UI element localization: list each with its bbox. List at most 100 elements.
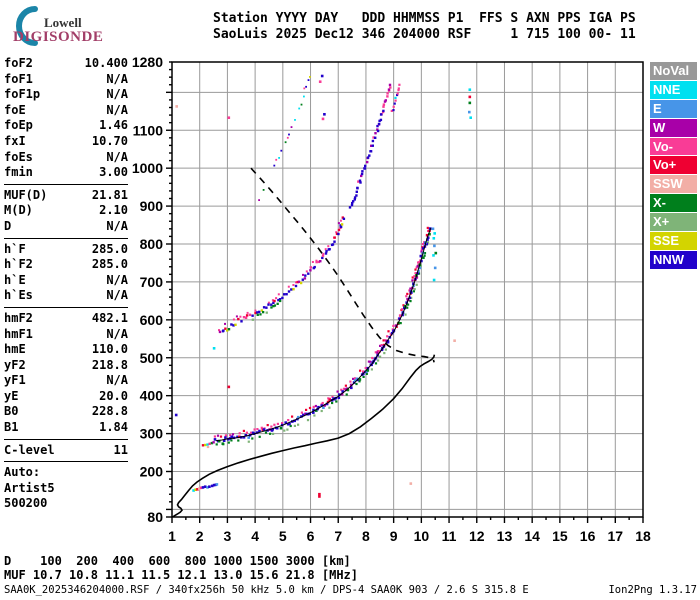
param-value: N/A bbox=[106, 102, 128, 117]
legend-item-E: E bbox=[650, 99, 697, 118]
param-row: foF2 10.400 bbox=[4, 56, 128, 72]
param-value: N/A bbox=[106, 87, 128, 102]
param-row: M(D) 2.10 bbox=[4, 203, 128, 219]
legend-item-Vo-: Vo- bbox=[650, 137, 697, 156]
param-label: B1 bbox=[4, 420, 19, 435]
param-section: h`F 285.0 h`F2 285.0 h`E N/A h`Es N/A bbox=[4, 237, 128, 304]
param-row: Artist5 bbox=[4, 481, 128, 497]
logo-text-lowell: Lowell bbox=[44, 15, 82, 30]
param-value: 3.00 bbox=[99, 165, 128, 180]
svg-text:400: 400 bbox=[140, 388, 164, 404]
param-row: D N/A bbox=[4, 219, 128, 235]
legend-item-W: W bbox=[650, 118, 697, 137]
parameter-panel: foF2 10.400 foF1 N/A foF1p N/A foE N/A foEp 1.46 f… bbox=[4, 56, 128, 512]
param-row: foE N/A bbox=[4, 103, 128, 119]
svg-text:6: 6 bbox=[307, 528, 315, 544]
series-f2-o-mode-trace bbox=[213, 227, 432, 445]
param-value: 285.0 bbox=[91, 241, 128, 256]
param-row: hmF2 482.1 bbox=[4, 311, 128, 327]
legend-item-NNW: NNW bbox=[650, 250, 697, 269]
param-label: foF2 bbox=[4, 56, 33, 70]
grid-lines bbox=[172, 62, 643, 517]
param-row: C-level 11 bbox=[4, 443, 128, 459]
param-section: C-level 11 bbox=[4, 438, 128, 459]
series-noise-dots bbox=[174, 74, 472, 498]
param-label: hmF2 bbox=[4, 310, 33, 325]
svg-text:80: 80 bbox=[147, 509, 163, 525]
program-version: Ion2Png 1.3.17 bbox=[608, 584, 697, 596]
param-row: hmF1 N/A bbox=[4, 327, 128, 343]
param-label: Auto: bbox=[4, 465, 41, 480]
svg-text:900: 900 bbox=[140, 198, 164, 214]
param-value: N/A bbox=[106, 71, 128, 86]
svg-text:1000: 1000 bbox=[132, 160, 163, 176]
param-label: h`E bbox=[4, 272, 26, 287]
svg-text:1100: 1100 bbox=[133, 122, 164, 138]
svg-text:1280: 1280 bbox=[132, 54, 163, 70]
param-value: N/A bbox=[106, 288, 128, 303]
param-label: yF1 bbox=[4, 373, 26, 388]
svg-text:16: 16 bbox=[580, 528, 596, 544]
param-row: B1 1.84 bbox=[4, 420, 128, 436]
header-line2: SaoLuis 2025 Dec12 346 204000 RSF 1 715 … bbox=[213, 27, 636, 42]
param-label: fxI bbox=[4, 133, 26, 148]
param-label: foEs bbox=[4, 149, 33, 164]
param-label: foEp bbox=[4, 118, 33, 133]
param-label: h`F bbox=[4, 241, 26, 256]
param-value: 21.81 bbox=[91, 187, 128, 202]
svg-text:500: 500 bbox=[140, 350, 164, 366]
param-value: 20.0 bbox=[99, 388, 128, 403]
logo-arc-icon bbox=[16, 6, 38, 46]
param-label: D bbox=[4, 218, 12, 233]
param-row: B0 228.8 bbox=[4, 404, 128, 420]
param-row: 500200 bbox=[4, 496, 128, 512]
logo-text-digisonde: DIGISONDE bbox=[13, 29, 104, 45]
svg-text:800: 800 bbox=[140, 236, 164, 252]
svg-text:700: 700 bbox=[140, 274, 164, 290]
param-row: h`F2 285.0 bbox=[4, 257, 128, 273]
param-row: h`E N/A bbox=[4, 273, 128, 289]
legend-item-X-: X- bbox=[650, 194, 697, 213]
param-section: foF2 10.400 foF1 N/A foF1p N/A foE N/A foEp 1.46 f… bbox=[4, 56, 128, 181]
series-topside-profile-extrapolation bbox=[250, 167, 435, 363]
param-label: foF1 bbox=[4, 71, 33, 86]
param-row: hmE 110.0 bbox=[4, 342, 128, 358]
svg-text:8: 8 bbox=[362, 528, 370, 544]
legend-item-Vo+: Vo+ bbox=[650, 156, 697, 175]
param-section: MUF(D) 21.81 M(D) 2.10 D N/A bbox=[4, 183, 128, 235]
y-axis-labels: 1280 1100 1000 900 800 700 600 500 400 300 200 80 bbox=[132, 54, 163, 525]
param-value: N/A bbox=[106, 218, 128, 233]
param-row: h`Es N/A bbox=[4, 288, 128, 304]
param-value: 110.0 bbox=[91, 342, 128, 357]
param-value: 10.70 bbox=[91, 133, 128, 148]
param-label: h`F2 bbox=[4, 257, 33, 272]
param-value: 228.8 bbox=[91, 404, 128, 419]
param-row: h`F 285.0 bbox=[4, 242, 128, 258]
param-label: yF2 bbox=[4, 357, 26, 372]
series-f2-trace-under-edge bbox=[215, 241, 430, 446]
param-label: hmE bbox=[4, 342, 26, 357]
file-info: SAA0K_2025346204000.RSF / 340fx256h 50 k… bbox=[4, 584, 529, 596]
series-f2-trace-start-strays bbox=[201, 441, 215, 449]
param-value: N/A bbox=[106, 326, 128, 341]
param-section: Auto: Artist5 500200 bbox=[4, 461, 128, 512]
svg-text:15: 15 bbox=[552, 528, 568, 544]
param-row: fmin 3.00 bbox=[4, 165, 128, 181]
param-value: N/A bbox=[106, 149, 128, 164]
param-value: 11 bbox=[113, 442, 128, 457]
svg-text:7: 7 bbox=[334, 528, 342, 544]
legend-item-SSW: SSW bbox=[650, 175, 697, 194]
param-value: 1.84 bbox=[99, 420, 128, 435]
svg-text:4: 4 bbox=[251, 528, 259, 544]
svg-text:300: 300 bbox=[140, 426, 164, 442]
series-second-hop-trace bbox=[218, 216, 346, 334]
param-row: foF1 N/A bbox=[4, 72, 128, 88]
param-label: hmF1 bbox=[4, 326, 33, 341]
param-label: B0 bbox=[4, 404, 19, 419]
param-row: foEp 1.46 bbox=[4, 118, 128, 134]
param-row: MUF(D) 21.81 bbox=[4, 188, 128, 204]
svg-text:1: 1 bbox=[168, 528, 176, 544]
param-row: yE 20.0 bbox=[4, 389, 128, 405]
svg-text:9: 9 bbox=[390, 528, 398, 544]
